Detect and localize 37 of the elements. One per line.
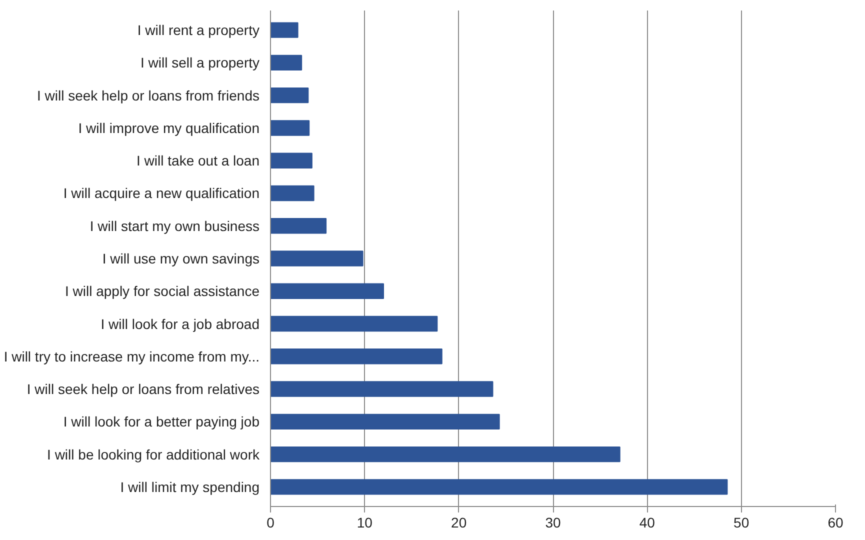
y-tick-label: I will look for a job abroad bbox=[100, 316, 260, 332]
bar bbox=[270, 152, 312, 168]
bar bbox=[270, 316, 438, 332]
y-tick-label: I will limit my spending bbox=[120, 478, 260, 495]
bar bbox=[270, 185, 314, 202]
y-tick-label: I will rent a property bbox=[137, 22, 260, 38]
x-tick-label: 20 bbox=[451, 514, 467, 530]
bar bbox=[270, 218, 327, 234]
bar bbox=[270, 22, 298, 38]
y-tick-label: I will try to increase my income from my... bbox=[4, 348, 260, 364]
bar bbox=[270, 88, 309, 104]
bar bbox=[270, 250, 364, 266]
bar bbox=[270, 446, 620, 462]
y-tick-label: I will use my own savings bbox=[102, 250, 260, 266]
y-tick-label: I will apply for social assistance bbox=[64, 283, 260, 300]
x-tick-label: 10 bbox=[356, 514, 373, 530]
y-tick-label: I will seek help or loans from relatives bbox=[26, 381, 260, 398]
y-tick-label: I will look for a better paying job bbox=[63, 414, 260, 430]
y-tick-label: I will seek help or loans from friends bbox=[36, 87, 260, 104]
x-tick-label: 40 bbox=[639, 514, 656, 530]
y-tick-label: I will start my own business bbox=[90, 218, 260, 234]
bar bbox=[270, 54, 302, 71]
y-tick-label: I will sell a property bbox=[140, 54, 260, 71]
y-tick-label: I will be looking for additional work bbox=[47, 446, 260, 462]
bar bbox=[270, 283, 384, 299]
bar bbox=[270, 120, 310, 136]
bar bbox=[270, 381, 494, 397]
bar bbox=[270, 414, 500, 430]
y-tick-label: I will acquire a new qualification bbox=[63, 185, 260, 202]
y-tick-label: I will improve my qualification bbox=[78, 120, 260, 136]
bar bbox=[270, 479, 728, 495]
bar bbox=[270, 348, 442, 364]
x-tick-label: 0 bbox=[266, 514, 275, 530]
y-tick-label: I will take out a loan bbox=[136, 152, 260, 169]
x-tick-label: 30 bbox=[545, 514, 561, 530]
x-tick-label: 60 bbox=[828, 514, 844, 530]
x-tick-label: 50 bbox=[734, 514, 750, 530]
